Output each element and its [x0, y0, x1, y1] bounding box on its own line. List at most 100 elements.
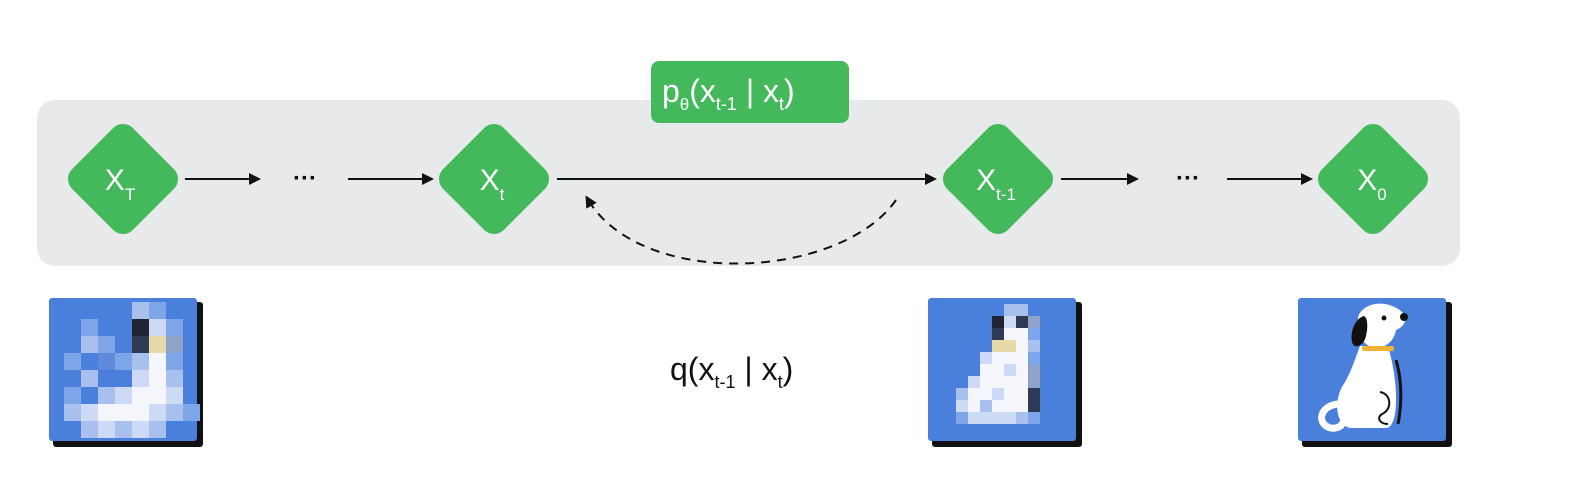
- reverse-process-label: pθ(xt-1 | xt): [651, 61, 849, 123]
- svg-text:XT: XT: [105, 164, 135, 204]
- pixel: [98, 353, 115, 370]
- pixel: [992, 388, 1004, 400]
- pixel: [98, 387, 115, 404]
- pixel: [1016, 412, 1028, 424]
- chain-panel: [37, 100, 1460, 266]
- pixel: [1016, 388, 1028, 400]
- clean-dog-image: [1298, 298, 1452, 447]
- pixel: [149, 370, 166, 387]
- pixel: [992, 352, 1004, 364]
- node-xt-sub: t: [500, 185, 505, 204]
- pixel: [81, 336, 98, 353]
- pixel: [132, 319, 149, 336]
- pixel: [980, 352, 992, 364]
- pixel: [1004, 316, 1016, 328]
- pixel: [968, 376, 980, 388]
- pixel: [980, 400, 992, 412]
- pixel: [1016, 400, 1028, 412]
- pixel: [1004, 340, 1016, 352]
- pixel: [1016, 376, 1028, 388]
- pixel: [183, 404, 200, 421]
- pixel: [980, 388, 992, 400]
- node-xt-1-sub: t-1: [996, 185, 1016, 204]
- pixel: [81, 370, 98, 387]
- pixel: [149, 404, 166, 421]
- pixel: [98, 336, 115, 353]
- pixel: [980, 376, 992, 388]
- pixel: [1004, 388, 1016, 400]
- pixel: [1028, 388, 1040, 400]
- pixel: [64, 404, 81, 421]
- pixel: [1028, 364, 1040, 376]
- node-xT-main: X: [105, 164, 125, 197]
- pixel: [1028, 376, 1040, 388]
- pixel: [166, 404, 183, 421]
- pixel: [992, 400, 1004, 412]
- forward-process-dashed-arrow: [585, 195, 897, 265]
- pixel: [992, 412, 1004, 424]
- svg-text:pθ(xt-1 | xt): pθ(xt-1 | xt): [662, 73, 795, 114]
- pixel: [1016, 364, 1028, 376]
- pixel: [1004, 364, 1016, 376]
- node-xT-sub: T: [125, 185, 135, 204]
- node-x0: X0: [1317, 123, 1429, 235]
- node-xt-main: X: [480, 164, 500, 197]
- pixel: [1028, 316, 1040, 328]
- pixel: [968, 388, 980, 400]
- partially-denoised-dog-image: [928, 298, 1082, 447]
- pixel: [992, 364, 1004, 376]
- pixel: [149, 336, 166, 353]
- dog-illustration-icon: [1318, 303, 1408, 432]
- pixel: [956, 400, 968, 412]
- pixel: [1028, 400, 1040, 412]
- pixel: [166, 387, 183, 404]
- pixel: [132, 387, 149, 404]
- pixel: [132, 370, 149, 387]
- pixel: [149, 353, 166, 370]
- pixel: [1004, 352, 1016, 364]
- pixel: [166, 336, 183, 353]
- pixel: [132, 421, 149, 438]
- forward-process-label: q(xt-1 | xt): [670, 351, 793, 392]
- pixel: [1004, 328, 1016, 340]
- pixel: [149, 319, 166, 336]
- pixel: [1016, 340, 1028, 352]
- pixel: [992, 316, 1004, 328]
- pixel: [149, 421, 166, 438]
- pixel: [1004, 304, 1016, 316]
- pixel: [1028, 352, 1040, 364]
- pixel: [1016, 316, 1028, 328]
- pixel: [968, 412, 980, 424]
- pixel: [115, 404, 132, 421]
- pixel: [1028, 328, 1040, 340]
- pixel: [980, 412, 992, 424]
- pixel: [1004, 400, 1016, 412]
- pixel: [149, 302, 166, 319]
- pixel: [115, 387, 132, 404]
- pixel: [1016, 328, 1028, 340]
- svg-text:Xt: Xt: [480, 164, 505, 204]
- pixel: [1028, 340, 1040, 352]
- node-xt: Xt: [438, 123, 550, 235]
- ellipsis-left: ···: [293, 165, 317, 192]
- svg-text:X0: X0: [1357, 164, 1386, 204]
- node-x0-sub: 0: [1377, 185, 1386, 204]
- pixel: [1004, 412, 1016, 424]
- pixel: [115, 421, 132, 438]
- pixel: [992, 328, 1004, 340]
- pixel: [64, 387, 81, 404]
- pixel: [98, 404, 115, 421]
- node-xt-1: Xt-1: [942, 123, 1054, 235]
- pixel: [1016, 304, 1028, 316]
- pixel: [132, 353, 149, 370]
- pixel: [81, 421, 98, 438]
- pixel: [81, 404, 98, 421]
- pixel: [968, 400, 980, 412]
- pixelated-noise-icon: [64, 302, 200, 438]
- ellipsis-right: ···: [1176, 165, 1200, 192]
- pixel: [166, 353, 183, 370]
- svg-text:q(xt-1 | xt): q(xt-1 | xt): [670, 351, 793, 392]
- pixel: [132, 404, 149, 421]
- pixel: [115, 353, 132, 370]
